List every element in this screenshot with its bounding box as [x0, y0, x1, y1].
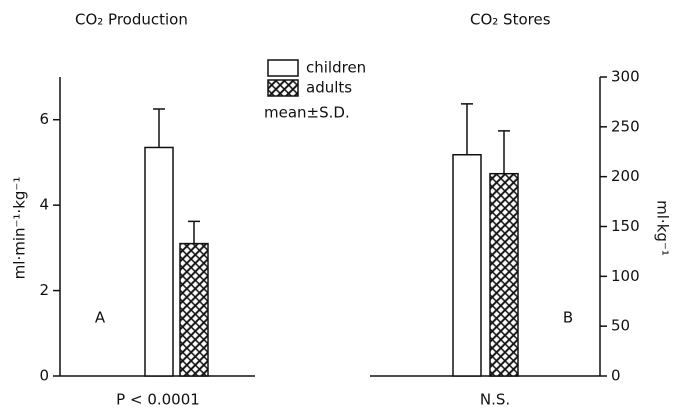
y-tick-label: 4	[39, 196, 49, 214]
y-axis-label: ml·min⁻¹·kg⁻¹	[11, 177, 29, 280]
panel-label: A	[95, 309, 106, 327]
y-tick-label: 50	[611, 317, 630, 335]
y-tick-label: 0	[39, 367, 49, 385]
x-axis-label: P < 0.0001	[116, 391, 200, 409]
legend-label: children	[306, 59, 366, 77]
y-tick-label: 300	[611, 68, 640, 86]
chart-title: CO₂ Stores	[470, 11, 551, 29]
bar	[179, 242, 209, 377]
panel-label: B	[563, 309, 573, 327]
y-tick-label: 100	[611, 267, 640, 285]
x-axis-label: N.S.	[480, 391, 510, 409]
y-tick-label: 150	[611, 217, 640, 235]
y-tick-label: 250	[611, 117, 640, 135]
legend-swatch	[267, 59, 299, 77]
y-tick-label: 6	[39, 110, 49, 128]
bar	[489, 172, 519, 377]
y-tick-label: 2	[39, 281, 49, 299]
y-axis-label: ml·kg⁻¹	[654, 200, 672, 256]
y-tick-label: 200	[611, 167, 640, 185]
chart-title: CO₂ Production	[75, 11, 188, 29]
bar	[452, 153, 482, 377]
legend-swatch	[267, 79, 299, 97]
legend-label: adults	[306, 79, 352, 97]
y-tick-label: 0	[611, 367, 621, 385]
legend-note: mean±S.D.	[264, 104, 350, 122]
bar	[144, 146, 174, 377]
